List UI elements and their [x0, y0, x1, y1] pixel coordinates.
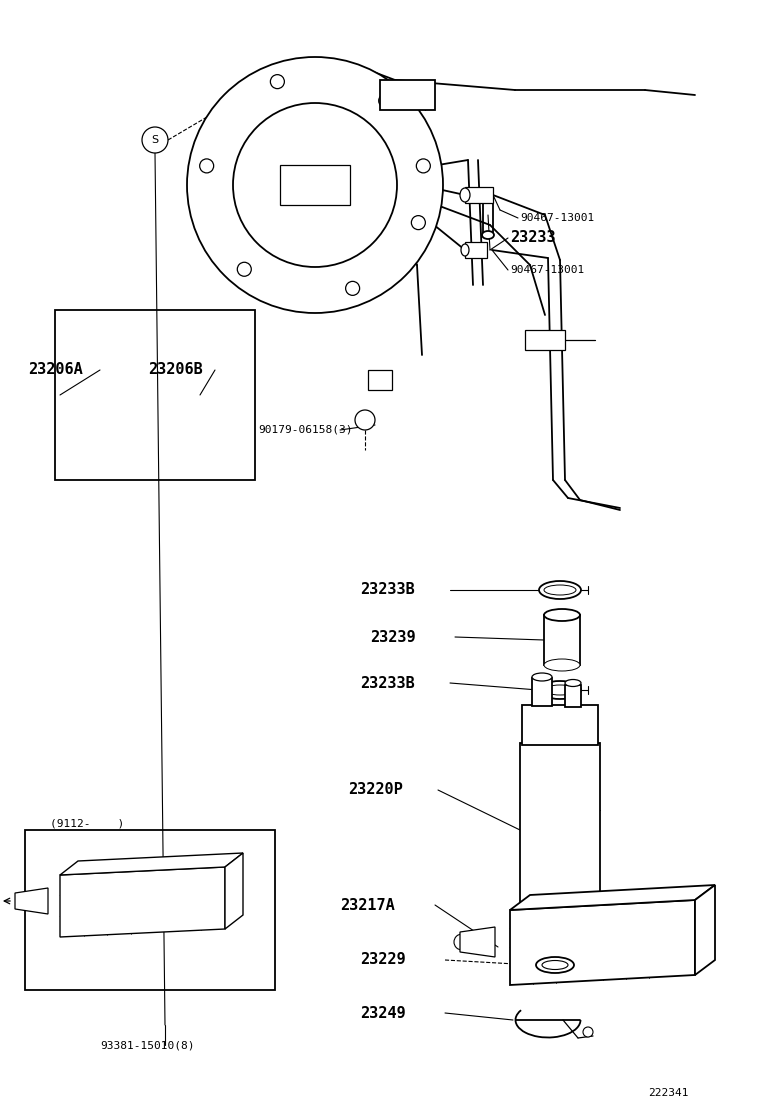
Circle shape: [187, 57, 443, 312]
Ellipse shape: [539, 580, 581, 599]
Circle shape: [378, 93, 393, 108]
Circle shape: [583, 1027, 593, 1037]
Bar: [368, 370, 392, 390]
Text: 23206A: 23206A: [28, 363, 83, 377]
Circle shape: [142, 127, 168, 153]
Bar: [465, 187, 493, 203]
Circle shape: [237, 262, 252, 276]
Text: 90467-13001: 90467-13001: [510, 265, 584, 275]
Ellipse shape: [482, 231, 494, 239]
Text: S: S: [151, 135, 159, 145]
Bar: [520, 743, 600, 919]
Polygon shape: [695, 885, 715, 975]
Ellipse shape: [460, 188, 470, 202]
Text: 23239: 23239: [370, 629, 416, 645]
Text: 23217A: 23217A: [340, 897, 394, 913]
Circle shape: [271, 75, 284, 89]
Polygon shape: [15, 888, 48, 914]
Ellipse shape: [565, 679, 581, 686]
Text: 23233: 23233: [510, 230, 556, 246]
Ellipse shape: [520, 905, 600, 929]
Text: 23220P: 23220P: [348, 783, 403, 797]
Ellipse shape: [544, 659, 580, 671]
Polygon shape: [510, 885, 715, 910]
Bar: [380, 80, 435, 110]
Ellipse shape: [544, 685, 576, 695]
Bar: [565, 685, 581, 707]
Circle shape: [469, 941, 481, 953]
Bar: [525, 330, 565, 350]
Ellipse shape: [539, 681, 581, 699]
Polygon shape: [60, 853, 243, 875]
Bar: [25, 830, 275, 990]
Circle shape: [411, 216, 426, 229]
Bar: [465, 242, 487, 258]
Bar: [544, 615, 580, 665]
Text: 90179-06158(3): 90179-06158(3): [258, 425, 353, 435]
Circle shape: [346, 281, 359, 296]
Text: 222341: 222341: [648, 1088, 689, 1098]
Bar: [280, 165, 350, 205]
Text: 23217A: 23217A: [122, 864, 167, 876]
Circle shape: [319, 177, 335, 193]
Circle shape: [295, 177, 311, 193]
Circle shape: [200, 159, 214, 172]
Text: 23229: 23229: [360, 953, 406, 967]
Polygon shape: [460, 927, 495, 957]
Text: 23206B: 23206B: [148, 363, 203, 377]
Polygon shape: [510, 900, 695, 985]
Ellipse shape: [544, 609, 580, 620]
Text: 93381-15010(8): 93381-15010(8): [100, 1040, 195, 1050]
Text: 23249: 23249: [360, 1005, 406, 1021]
Polygon shape: [225, 853, 243, 929]
Bar: [522, 705, 598, 745]
Text: 23233B: 23233B: [360, 583, 415, 597]
Circle shape: [454, 934, 470, 950]
Text: 90467-13001: 90467-13001: [520, 214, 594, 224]
Circle shape: [355, 410, 375, 430]
Ellipse shape: [532, 673, 552, 681]
Polygon shape: [60, 867, 225, 937]
Text: (9112-    ): (9112- ): [50, 818, 124, 828]
Circle shape: [416, 159, 430, 172]
Text: 23233B: 23233B: [360, 675, 415, 691]
Bar: [55, 310, 255, 480]
Ellipse shape: [544, 585, 576, 595]
Ellipse shape: [542, 961, 568, 970]
Bar: [532, 678, 552, 706]
Ellipse shape: [461, 244, 469, 256]
Ellipse shape: [536, 957, 574, 973]
